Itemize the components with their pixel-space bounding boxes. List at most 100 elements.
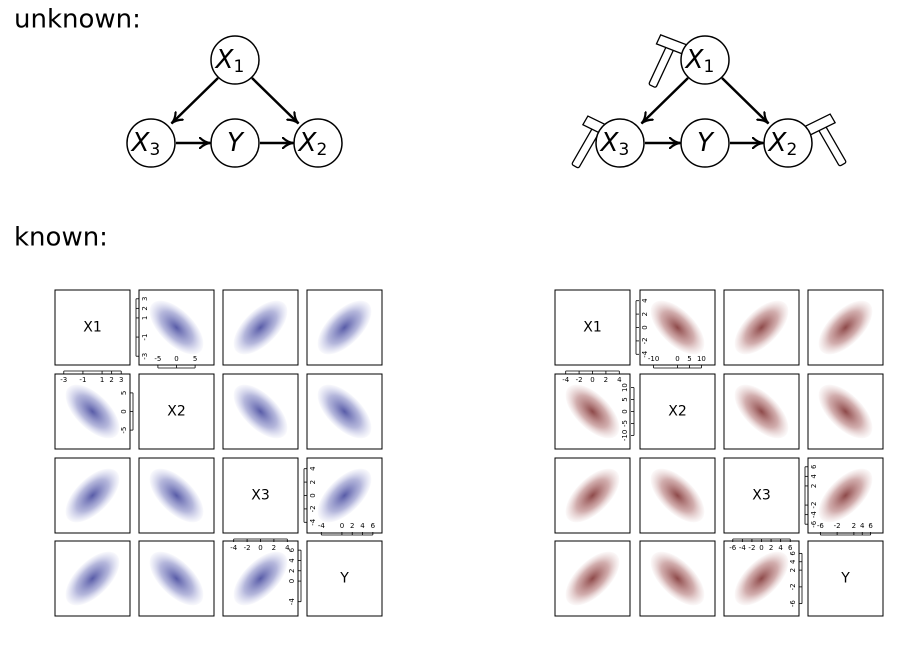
tick-label: 4 xyxy=(288,558,296,563)
panel xyxy=(639,457,716,534)
tick-label: 5 xyxy=(621,397,629,401)
tick-label: 0 xyxy=(759,544,763,552)
tick-label: 1 xyxy=(100,376,104,384)
tick-label: -4 xyxy=(288,598,296,606)
tick-label: 2 xyxy=(141,306,149,310)
node-label: Y xyxy=(227,128,245,158)
panel xyxy=(639,373,716,450)
node-subscript: 1 xyxy=(703,57,714,77)
tick-label: -4 xyxy=(318,522,326,530)
point-cloud xyxy=(317,300,372,355)
node-circle xyxy=(126,118,176,168)
diagonal-label: Y xyxy=(840,571,850,587)
point-cloud xyxy=(565,551,620,606)
tick-label: -3 xyxy=(60,376,67,384)
point-cloud xyxy=(65,468,120,523)
tick-label: 2 xyxy=(810,484,818,488)
tick-label: 4 xyxy=(860,522,865,530)
tick-label: 2 xyxy=(272,544,276,552)
node-subscript: 3 xyxy=(618,140,629,160)
tick-label: 0 xyxy=(621,409,629,413)
node-name: X xyxy=(214,45,235,75)
tick-label: -6 xyxy=(810,520,818,528)
tick-label: 4 xyxy=(309,466,317,471)
tick-label: 4 xyxy=(789,559,797,564)
tick-label: -4 xyxy=(309,518,317,526)
node-circle xyxy=(595,118,645,168)
panel xyxy=(54,457,131,534)
tick-label: -6 xyxy=(817,522,825,530)
node-circle xyxy=(680,35,730,85)
node-circle xyxy=(293,118,343,168)
panel xyxy=(54,289,131,366)
point-cloud xyxy=(818,384,873,439)
node-name: X xyxy=(599,128,620,158)
tick-label: 2 xyxy=(309,480,317,484)
tick-label: 0 xyxy=(174,355,178,363)
tick-label: -1 xyxy=(141,334,149,341)
node-label: X3 xyxy=(130,128,161,161)
unknown-label: unknown: xyxy=(14,5,141,35)
tick-label: 5 xyxy=(687,355,691,363)
tick-label: -1 xyxy=(79,376,86,384)
tick-label: -2 xyxy=(834,522,841,530)
tick-label: 0 xyxy=(120,409,128,413)
point-cloud xyxy=(650,551,705,606)
tick-label: -3 xyxy=(141,353,149,360)
panel xyxy=(554,289,631,366)
tick-label: 6 xyxy=(288,547,296,552)
diagonal-label: X2 xyxy=(167,404,186,420)
point-cloud xyxy=(149,468,204,523)
tick-label: -10 xyxy=(621,430,629,441)
point-cloud xyxy=(317,468,372,523)
point-cloud xyxy=(734,551,789,606)
panel xyxy=(807,373,884,450)
node-name: X xyxy=(297,128,318,158)
tick-label: -2 xyxy=(576,376,583,384)
panel xyxy=(723,457,800,534)
node-name: X xyxy=(767,128,788,158)
tick-label: 4 xyxy=(641,298,649,303)
tick-label: -2 xyxy=(641,337,649,344)
node-circle xyxy=(680,118,730,168)
panel xyxy=(807,457,884,534)
tick-label: 5 xyxy=(120,391,128,395)
tick-label: 0 xyxy=(309,493,317,497)
panel xyxy=(222,373,299,450)
point-cloud xyxy=(233,551,288,606)
tick-label: 2 xyxy=(789,568,797,572)
diagonal-label: X3 xyxy=(752,488,771,504)
tick-label: -10 xyxy=(648,355,659,363)
tick-label: 3 xyxy=(141,297,149,301)
panel xyxy=(807,289,884,366)
panel xyxy=(554,457,631,534)
tick-label: 6 xyxy=(810,464,818,469)
point-cloud xyxy=(233,300,288,355)
panel xyxy=(138,373,215,450)
tick-label: 0 xyxy=(675,355,679,363)
tick-label: -4 xyxy=(641,350,649,358)
tick-label: 4 xyxy=(360,522,365,530)
panel xyxy=(639,540,716,617)
panel xyxy=(222,289,299,366)
node-subscript: 2 xyxy=(316,140,327,160)
point-cloud xyxy=(818,468,873,523)
panel xyxy=(723,289,800,366)
tick-label: -5 xyxy=(120,427,128,434)
tick-label: -4 xyxy=(562,376,570,384)
node-name: Y xyxy=(697,128,715,158)
tick-label: -6 xyxy=(729,544,737,552)
point-cloud xyxy=(734,384,789,439)
tick-label: 4 xyxy=(778,544,783,552)
tick-label: -5 xyxy=(154,355,161,363)
tick-label: -4 xyxy=(810,511,818,519)
diagonal-label: X1 xyxy=(83,320,102,336)
tick-label: 6 xyxy=(788,544,793,552)
panel xyxy=(222,457,299,534)
point-cloud xyxy=(650,468,705,523)
tick-label: 3 xyxy=(119,376,123,384)
point-cloud xyxy=(818,300,873,355)
node-name: Y xyxy=(227,128,245,158)
